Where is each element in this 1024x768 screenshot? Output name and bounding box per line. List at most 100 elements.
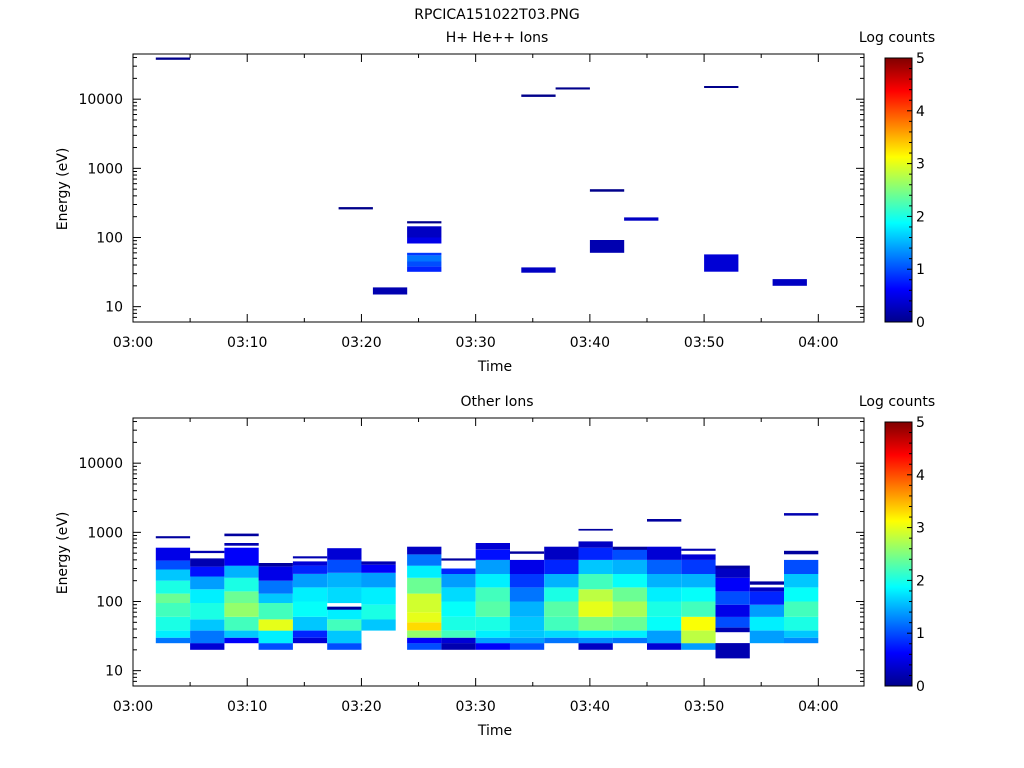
heatmap-cell [521, 267, 556, 273]
heatmap-cell [715, 643, 750, 659]
heatmap-cell [475, 601, 510, 617]
colorbar-tick-label: 4 [916, 104, 925, 120]
heatmap-cell [544, 587, 579, 602]
heatmap-cell [681, 616, 716, 631]
heatmap-cell [681, 559, 716, 574]
heatmap-cell [327, 606, 362, 610]
heatmap-cell [155, 560, 191, 570]
heatmap-cell [784, 601, 819, 617]
heatmap-cell [475, 549, 510, 560]
x-tick-label: 03:40 [570, 699, 610, 715]
heatmap-cell [509, 559, 545, 574]
heatmap-cell [681, 548, 716, 551]
colorbar-tick-label: 2 [916, 209, 925, 225]
heatmap-cell [509, 587, 545, 602]
heatmap-cell [647, 643, 682, 650]
x-tick-label: 04:00 [798, 699, 838, 715]
x-tick-label: 03:00 [113, 335, 153, 351]
heatmap-cell [292, 616, 328, 631]
heatmap-cell [292, 630, 328, 638]
heatmap-cell [441, 574, 476, 588]
colorbar-tick-label: 4 [916, 468, 925, 484]
y-axis-label: Energy (eV) [55, 512, 71, 595]
heatmap-cell [475, 630, 510, 638]
heatmap-cell [704, 86, 739, 88]
figure-title: RPCICA151022T03.PNG [414, 7, 579, 23]
heatmap-cell [407, 546, 442, 555]
heatmap-cell [155, 57, 191, 60]
heatmap-cell [578, 541, 613, 548]
heatmap-cell [258, 619, 293, 631]
heatmap-cell [407, 237, 442, 244]
heatmap-cell [715, 616, 750, 628]
colorbar-tick-label: 3 [916, 157, 925, 173]
heatmap-cell [407, 622, 442, 631]
heatmap-cell [224, 547, 259, 566]
colorbar-gradient [884, 57, 913, 323]
heatmap-cell [224, 577, 259, 592]
heatmap-cell [715, 565, 750, 569]
heatmap-cell [772, 279, 807, 286]
heatmap-cell [292, 565, 328, 574]
heatmap-cell [544, 574, 579, 588]
heatmap-cell [155, 603, 191, 617]
heatmap-cell [681, 630, 716, 644]
heatmap-cell [612, 616, 647, 631]
x-axis-label: Time [477, 723, 512, 739]
x-tick-label: 03:20 [341, 699, 381, 715]
heatmap-cell [258, 563, 293, 567]
heatmap-cell [612, 546, 647, 550]
heatmap-cell [681, 574, 716, 588]
heatmap-cell [544, 546, 579, 560]
heatmap-cell [544, 601, 579, 617]
heatmap-cell [155, 547, 191, 561]
axes: 03:00 03:10 03:20 03:30 03:40 03:50 04:00 10 100… [78, 53, 865, 351]
heatmap-cell [224, 603, 259, 617]
heatmap-cell [361, 587, 396, 605]
heatmap-cell [749, 630, 785, 644]
heatmap-cell [544, 616, 579, 631]
heatmap-cell [155, 569, 191, 581]
y-tick-label: 10 [105, 300, 123, 316]
heatmap-cell [441, 568, 476, 574]
other-ions-panel: Other Ions Log counts Energy (eV) Time 0… [55, 394, 935, 739]
heatmap-cell [681, 587, 716, 602]
heatmap-cell [190, 566, 225, 577]
heatmap-cell [258, 643, 293, 650]
heatmap-cell [509, 643, 545, 650]
y-tick-label: 1000 [87, 525, 123, 541]
heatmap-cell [292, 574, 328, 588]
heatmap-cell [578, 574, 613, 590]
heatmap-cell [361, 604, 396, 620]
colorbar-tick-label: 0 [916, 315, 925, 331]
colorbar: 0 1 2 3 4 5 [884, 415, 925, 695]
x-tick-label: 03:50 [684, 699, 724, 715]
colorbar-label: Log counts [859, 30, 935, 46]
heatmap-cell [784, 513, 819, 516]
heatmap-cell [784, 630, 819, 638]
panel-title: H+ He++ Ions [446, 30, 549, 46]
heatmap-cell [578, 643, 613, 650]
heatmap-cell [509, 601, 545, 617]
heatmap-cell [190, 630, 225, 644]
heatmap-cell [441, 630, 476, 638]
heatmap-cell [327, 606, 362, 620]
heatmap-cell [327, 572, 362, 588]
heatmap-cell [224, 591, 259, 603]
colorbar-tick-label: 5 [916, 51, 925, 67]
x-tick-label: 03:10 [227, 335, 267, 351]
heatmap-cell [327, 630, 362, 644]
heatmap-cell [749, 591, 785, 605]
heatmap-cell [784, 616, 819, 631]
plot-frame [132, 53, 865, 323]
heatmap-cell [327, 587, 362, 604]
heatmap-cell [784, 587, 819, 602]
heatmap-cell [327, 559, 362, 573]
heatmap-cell [475, 543, 510, 550]
heatmap-cell [407, 226, 442, 238]
x-axis-label: Time [477, 359, 512, 375]
heatmap-cell [224, 637, 259, 644]
heatmap-cell [749, 581, 785, 585]
heatmap-cell [361, 572, 396, 588]
y-tick-label: 100 [96, 594, 123, 610]
